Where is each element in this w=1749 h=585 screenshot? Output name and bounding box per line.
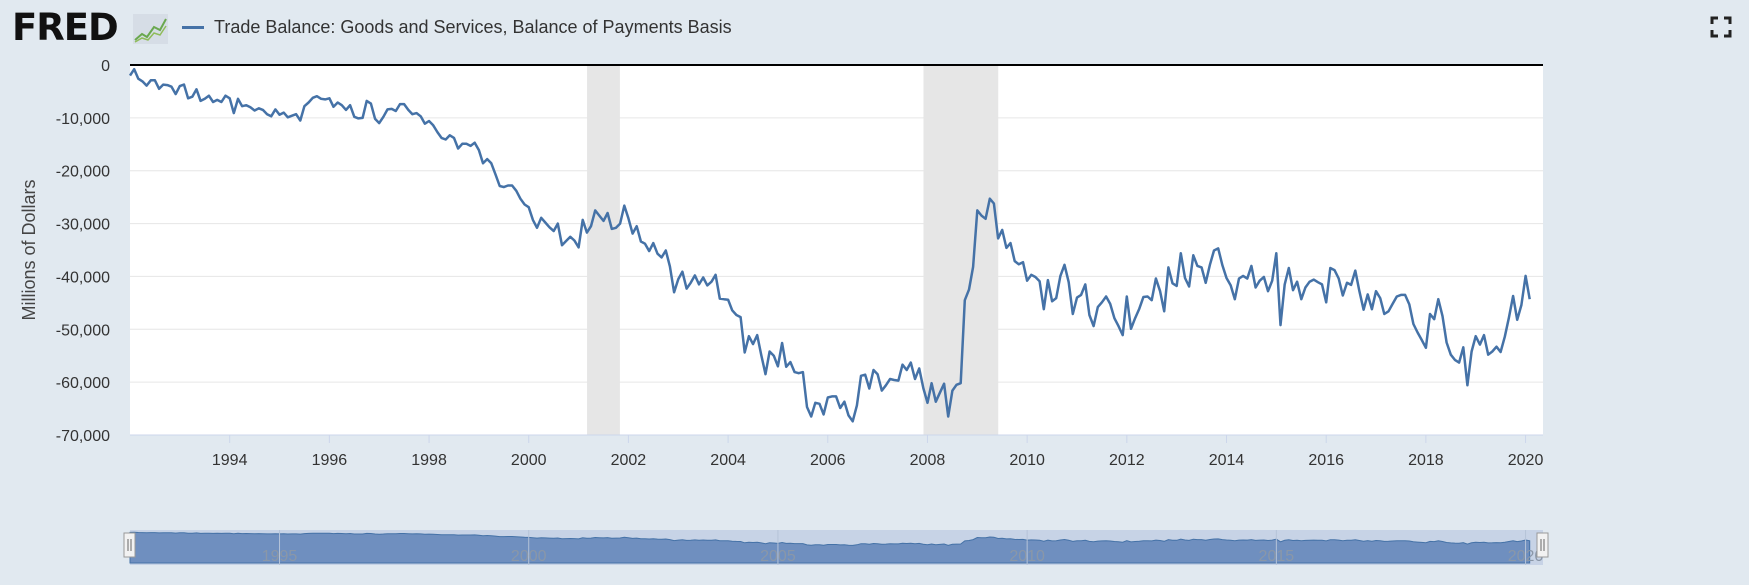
navigator-handle-left[interactable] <box>123 532 136 558</box>
navigator-tick-label: 2015 <box>1259 548 1295 565</box>
x-tick-label: 1994 <box>212 452 248 469</box>
recession-band-0 <box>587 65 620 435</box>
navigator-handle-right[interactable] <box>1536 532 1549 558</box>
x-tick-label: 2014 <box>1209 452 1245 469</box>
fred-logo[interactable]: FRED <box>12 6 119 49</box>
y-tick-label: -70,000 <box>56 428 110 445</box>
fred-chart-icon <box>133 14 168 44</box>
x-tick-label: 1996 <box>312 452 348 469</box>
navigator-tick-label: 1995 <box>262 548 298 565</box>
x-tick-label: 1998 <box>411 452 447 469</box>
y-tick-label: -50,000 <box>56 322 110 339</box>
y-tick-label: -30,000 <box>56 217 110 234</box>
x-tick-label: 2002 <box>611 452 647 469</box>
x-axis-ticks: 1994 1996 1998 2000 2002 2004 2006 2008 2010 2012… <box>130 434 1544 469</box>
plot-area <box>130 65 1543 435</box>
x-tick-label: 2020 <box>1508 452 1544 469</box>
y-tick-label: -20,000 <box>56 164 110 181</box>
y-axis-ticks: 0 -10,000 -20,000 -30,000 -40,000 -50,000 -60,… <box>56 58 110 445</box>
x-tick-label: 2000 <box>511 452 547 469</box>
legend-series-label: Trade Balance: Goods and Services, Balan… <box>214 16 732 37</box>
chart-header: FRED Trade Balance: Goods and Services, … <box>0 0 1749 55</box>
navigator-tick-label: 2005 <box>760 548 796 565</box>
legend-line-swatch <box>182 25 204 29</box>
x-tick-label: 2010 <box>1009 452 1045 469</box>
x-tick-label: 2018 <box>1408 452 1444 469</box>
navigator-ticks: 1995 2000 2005 2010 2015 2020 <box>262 530 1544 565</box>
y-axis-label: Millions of Dollars <box>19 179 39 320</box>
y-tick-label: -60,000 <box>56 375 110 392</box>
navigator-tick-label: 2000 <box>511 548 547 565</box>
navigator-tick-label: 2010 <box>1009 548 1045 565</box>
x-tick-label: 2012 <box>1109 452 1145 469</box>
chart-legend: Trade Balance: Goods and Services, Balan… <box>182 14 732 40</box>
series-line[interactable] <box>128 67 1531 423</box>
x-tick-label: 2008 <box>910 452 946 469</box>
line-chart: 0 -10,000 -20,000 -30,000 -40,000 -50,000 -60,… <box>19 58 1544 469</box>
x-tick-label: 2004 <box>710 452 746 469</box>
navigator-series-area <box>129 531 1531 564</box>
x-tick-label: 2016 <box>1308 452 1344 469</box>
y-tick-label: 0 <box>101 58 110 75</box>
range-navigator[interactable]: 1995 2000 2005 2010 2015 2020 <box>0 530 1749 585</box>
navigator-tick-label: 2020 <box>1508 548 1544 565</box>
y-tick-label: -10,000 <box>56 111 110 128</box>
x-tick-label: 2006 <box>810 452 846 469</box>
y-tick-label: -40,000 <box>56 269 110 286</box>
fullscreen-icon[interactable] <box>1710 16 1732 38</box>
